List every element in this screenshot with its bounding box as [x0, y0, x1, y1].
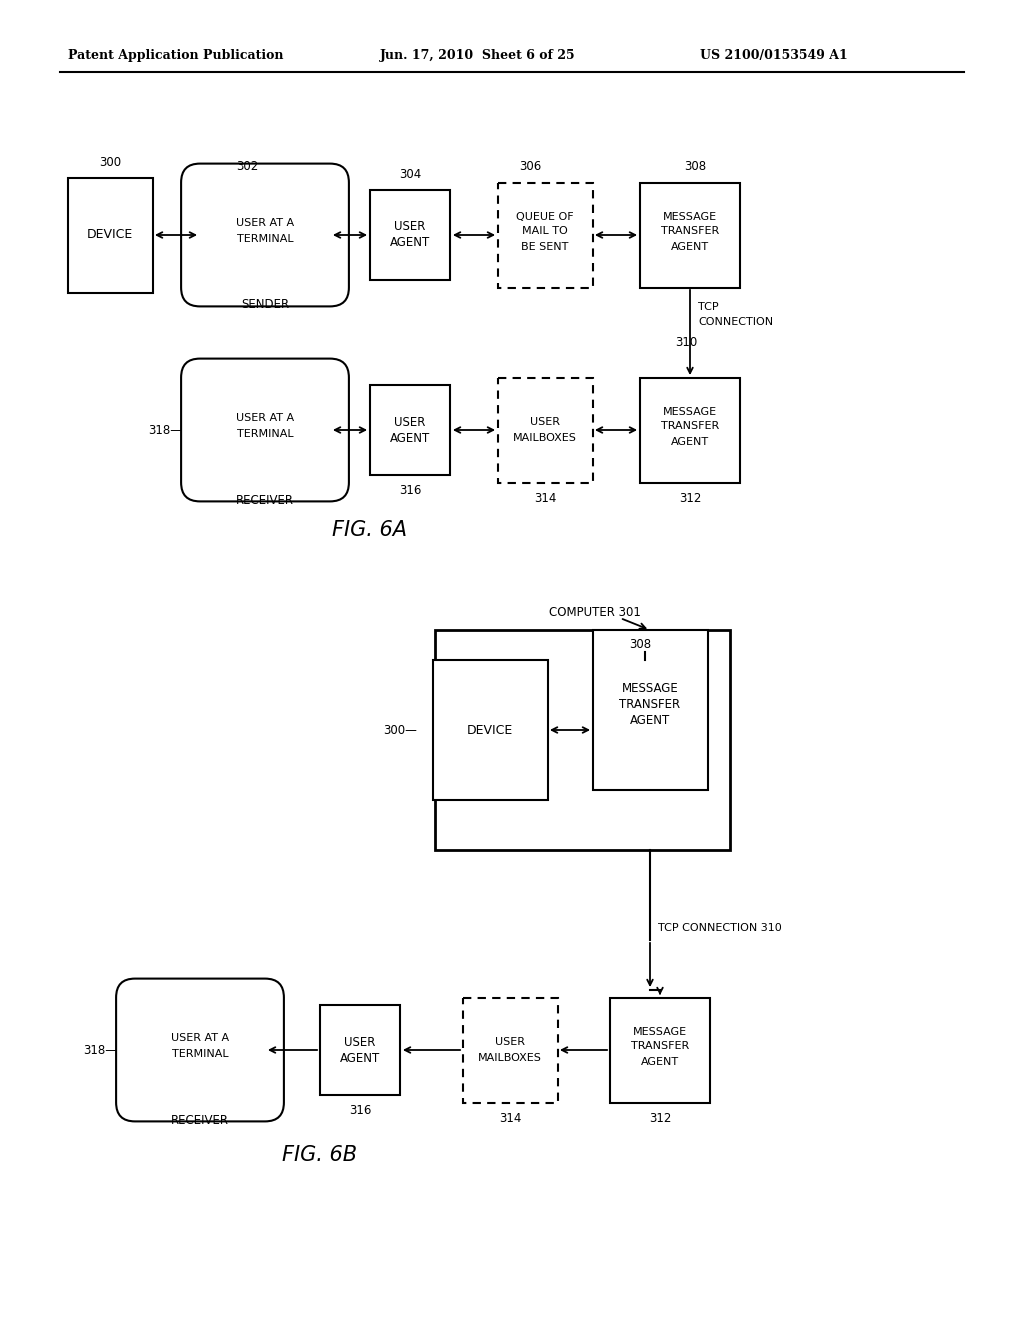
- Bar: [640, 378, 740, 483]
- Text: USER AT A: USER AT A: [236, 413, 294, 422]
- Text: TCP CONNECTION 310: TCP CONNECTION 310: [658, 923, 781, 933]
- Text: USER: USER: [530, 417, 560, 426]
- Bar: [593, 630, 708, 789]
- Bar: [498, 378, 593, 483]
- Text: USER AT A: USER AT A: [171, 1034, 229, 1043]
- Bar: [463, 998, 558, 1104]
- Text: TCP: TCP: [698, 302, 719, 312]
- Bar: [319, 1005, 400, 1096]
- Text: 310: 310: [675, 335, 697, 348]
- Bar: [640, 183, 740, 288]
- Bar: [68, 178, 153, 293]
- Text: CONNECTION: CONNECTION: [698, 317, 773, 327]
- Text: DEVICE: DEVICE: [87, 228, 133, 242]
- Text: USER AT A: USER AT A: [236, 218, 294, 228]
- Text: Patent Application Publication: Patent Application Publication: [68, 49, 284, 62]
- Bar: [610, 998, 710, 1104]
- Text: AGENT: AGENT: [671, 242, 709, 252]
- Text: RECEIVER: RECEIVER: [236, 494, 294, 507]
- Text: 318—: 318—: [83, 1044, 117, 1056]
- Text: 308: 308: [629, 639, 651, 652]
- Text: MAILBOXES: MAILBOXES: [478, 1053, 542, 1063]
- Text: 312: 312: [649, 1111, 671, 1125]
- Text: 312: 312: [679, 491, 701, 504]
- Text: US 2100/0153549 A1: US 2100/0153549 A1: [700, 49, 848, 62]
- Text: MESSAGE: MESSAGE: [663, 213, 717, 222]
- Text: AGENT: AGENT: [390, 432, 430, 445]
- Text: 316: 316: [398, 484, 421, 498]
- Text: 300: 300: [99, 156, 121, 169]
- Bar: [435, 630, 730, 850]
- Text: TRANSFER: TRANSFER: [660, 421, 719, 432]
- Text: FIG. 6B: FIG. 6B: [283, 1144, 357, 1166]
- Text: MAILBOXES: MAILBOXES: [513, 433, 577, 444]
- Bar: [433, 660, 548, 800]
- Bar: [370, 190, 450, 280]
- Text: TERMINAL: TERMINAL: [237, 234, 293, 244]
- Text: COMPUTER 301: COMPUTER 301: [549, 606, 641, 619]
- Text: 316: 316: [349, 1105, 371, 1118]
- Text: TERMINAL: TERMINAL: [172, 1049, 228, 1059]
- Text: BE SENT: BE SENT: [521, 242, 568, 252]
- Text: 318—: 318—: [148, 424, 182, 437]
- Text: MESSAGE: MESSAGE: [663, 407, 717, 417]
- Text: AGENT: AGENT: [641, 1057, 679, 1067]
- Text: MESSAGE: MESSAGE: [622, 681, 678, 694]
- Bar: [370, 385, 450, 475]
- FancyBboxPatch shape: [181, 359, 349, 502]
- Text: USER: USER: [394, 220, 426, 234]
- FancyBboxPatch shape: [116, 978, 284, 1122]
- Text: QUEUE OF: QUEUE OF: [516, 213, 573, 222]
- Text: TERMINAL: TERMINAL: [237, 429, 293, 440]
- Text: MAIL TO: MAIL TO: [522, 226, 568, 236]
- Text: AGENT: AGENT: [671, 437, 709, 447]
- Text: RECEIVER: RECEIVER: [171, 1114, 229, 1126]
- Text: TRANSFER: TRANSFER: [660, 226, 719, 236]
- Text: MESSAGE: MESSAGE: [633, 1027, 687, 1038]
- Text: AGENT: AGENT: [630, 714, 670, 726]
- Text: 308: 308: [684, 161, 707, 173]
- Text: AGENT: AGENT: [390, 236, 430, 249]
- Text: 314: 314: [499, 1111, 521, 1125]
- Bar: [498, 183, 593, 288]
- Text: 306: 306: [519, 161, 541, 173]
- Text: SENDER: SENDER: [241, 298, 289, 312]
- Text: 302: 302: [236, 161, 258, 173]
- Text: 314: 314: [534, 491, 556, 504]
- Text: USER: USER: [344, 1035, 376, 1048]
- FancyBboxPatch shape: [181, 164, 349, 306]
- Text: TRANSFER: TRANSFER: [631, 1041, 689, 1051]
- Text: AGENT: AGENT: [340, 1052, 380, 1064]
- Text: USER: USER: [394, 416, 426, 429]
- Text: TRANSFER: TRANSFER: [620, 697, 681, 710]
- Text: 304: 304: [399, 168, 421, 181]
- Text: Jun. 17, 2010  Sheet 6 of 25: Jun. 17, 2010 Sheet 6 of 25: [380, 49, 575, 62]
- Text: FIG. 6A: FIG. 6A: [333, 520, 408, 540]
- Text: 300—: 300—: [383, 723, 417, 737]
- Text: USER: USER: [495, 1038, 525, 1047]
- Text: DEVICE: DEVICE: [467, 723, 513, 737]
